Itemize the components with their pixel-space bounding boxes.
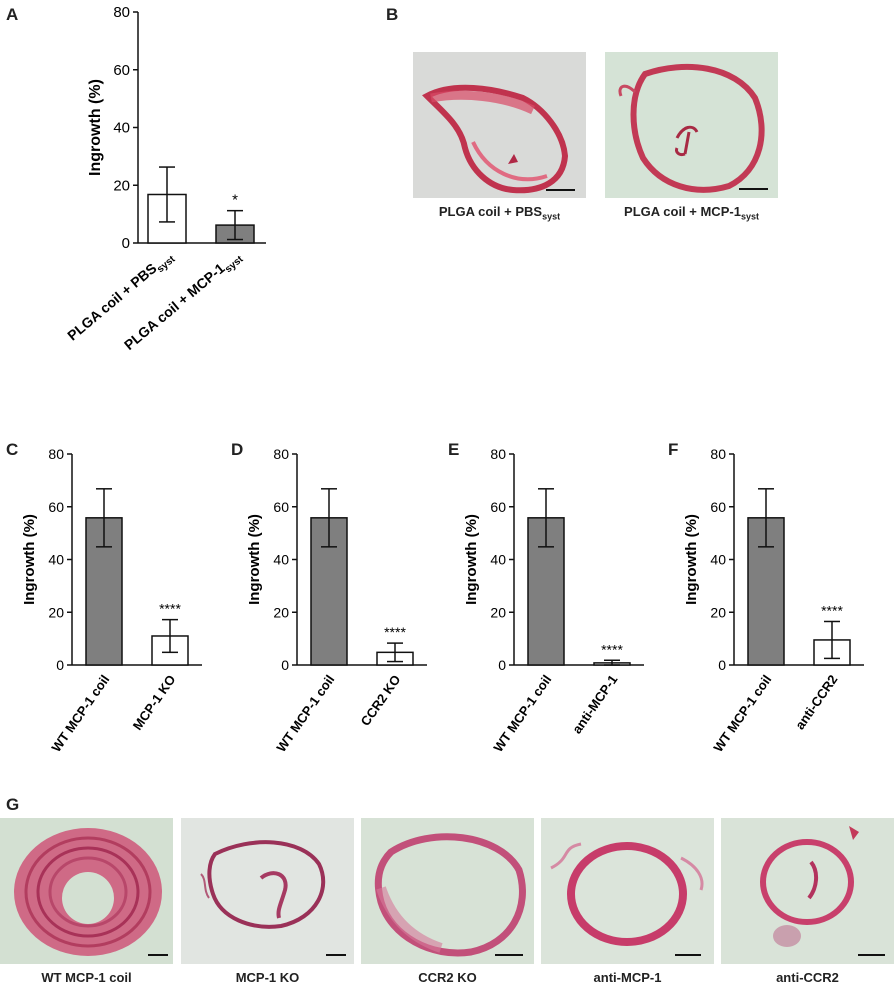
y-axis-label: Ingrowth (%): [246, 514, 263, 605]
y-tick-label: 40: [113, 120, 130, 137]
y-tick-label: 80: [113, 4, 130, 21]
x-tick-label: anti-CCR2: [792, 672, 840, 732]
caption-b-mcp1: PLGA coil + MCP-1syst: [624, 204, 759, 222]
y-tick-label: 0: [281, 657, 289, 673]
panel-letter-b: B: [386, 5, 399, 24]
x-tick-label: PLGA coil + MCP-1syst: [121, 247, 246, 357]
y-tick-label: 40: [273, 552, 289, 568]
y-tick-label: 60: [710, 499, 726, 515]
panel-letter-a: A: [6, 5, 19, 24]
y-tick-label: 20: [490, 604, 506, 620]
x-tick-label: WT MCP-1 coil: [48, 672, 112, 755]
y-tick-label: 60: [113, 62, 130, 79]
chart-panel-c: Ingrowth (%) 0 20 40 60 80 WT MCP-1 coil **** MC…: [21, 446, 202, 755]
y-tick-label: 80: [710, 446, 726, 462]
micrograph-g-anticcr2: [721, 818, 894, 964]
y-tick-label: 0: [56, 657, 64, 673]
caption-g-anticcr2: anti-CCR2: [776, 970, 839, 985]
micrograph-b-pbs: [413, 52, 586, 198]
y-tick-label: 60: [273, 499, 289, 515]
x-tick-label-subscript: syst: [223, 254, 246, 276]
y-tick-label: 60: [48, 499, 64, 515]
y-tick-label: 60: [490, 499, 506, 515]
micrograph-g-antimcp1: [541, 818, 714, 964]
chart-panel-d: Ingrowth (%) 0 20 40 60 80 WT MCP-1 coil **** CC…: [246, 446, 427, 755]
y-tick-label: 80: [48, 446, 64, 462]
y-axis-label: Ingrowth (%): [21, 514, 38, 605]
y-tick-label: 40: [48, 552, 64, 568]
micrograph-b-mcp1: [605, 52, 778, 198]
panel-letter-c: C: [6, 440, 19, 459]
panel-letter-g: G: [6, 795, 20, 814]
caption-g-antimcp1: anti-MCP-1: [593, 970, 662, 985]
significance-label: ****: [821, 602, 843, 618]
x-tick-label: WT MCP-1 coil: [490, 672, 554, 755]
y-tick-label: 20: [48, 604, 64, 620]
y-axis-label: Ingrowth (%): [463, 514, 480, 605]
chart-panel-e: Ingrowth (%) 0 20 40 60 80 WT MCP-1 coil **** an…: [463, 446, 644, 755]
y-tick-label: 40: [710, 552, 726, 568]
y-tick-label: 20: [113, 177, 130, 194]
significance-label: *: [232, 192, 238, 209]
y-tick-label: 80: [490, 446, 506, 462]
x-tick-label: anti-MCP-1: [569, 672, 620, 736]
chart-panel-f: Ingrowth (%) 0 20 40 60 80 WT MCP-1 coil **** an…: [683, 446, 864, 755]
micrograph-g-ccr2ko: [361, 818, 534, 964]
caption-b-pbs: PLGA coil + PBSsyst: [438, 204, 561, 222]
significance-label: ****: [159, 601, 181, 617]
significance-label: ****: [384, 624, 406, 640]
panel-letter-e: E: [448, 440, 460, 459]
y-tick-label: 0: [718, 657, 726, 673]
y-tick-label: 0: [498, 657, 506, 673]
caption-g-wt: WT MCP-1 coil: [41, 970, 132, 985]
y-tick-label: 0: [122, 235, 130, 252]
y-tick-label: 20: [273, 604, 289, 620]
chart-panel-a: Ingrowth (%) 0 20 40 60 80 PLGA coil + PBSsyst…: [64, 4, 266, 357]
caption-g-mcp1ko: MCP-1 KO: [235, 970, 300, 985]
x-tick-label-subscript: syst: [155, 254, 178, 276]
x-tick-label: MCP-1 KO: [130, 672, 179, 733]
y-tick-label: 20: [710, 604, 726, 620]
y-axis-label: Ingrowth (%): [683, 514, 700, 605]
panel-letter-f: F: [668, 440, 679, 459]
x-tick-label: PLGA coil + PBSsyst: [64, 247, 178, 347]
caption-g-ccr2ko: CCR2 KO: [418, 970, 477, 985]
x-tick-label: WT MCP-1 coil: [273, 672, 337, 755]
micrograph-g-wt: [0, 818, 173, 964]
panel-letter-d: D: [231, 440, 244, 459]
y-tick-label: 40: [490, 552, 506, 568]
y-tick-label: 80: [273, 446, 289, 462]
x-tick-label: CCR2 KO: [358, 672, 404, 729]
significance-label: ****: [601, 641, 623, 657]
x-tick-label: WT MCP-1 coil: [710, 672, 774, 755]
micrograph-g-mcp1ko: [181, 818, 354, 964]
y-axis-label: Ingrowth (%): [87, 79, 104, 176]
